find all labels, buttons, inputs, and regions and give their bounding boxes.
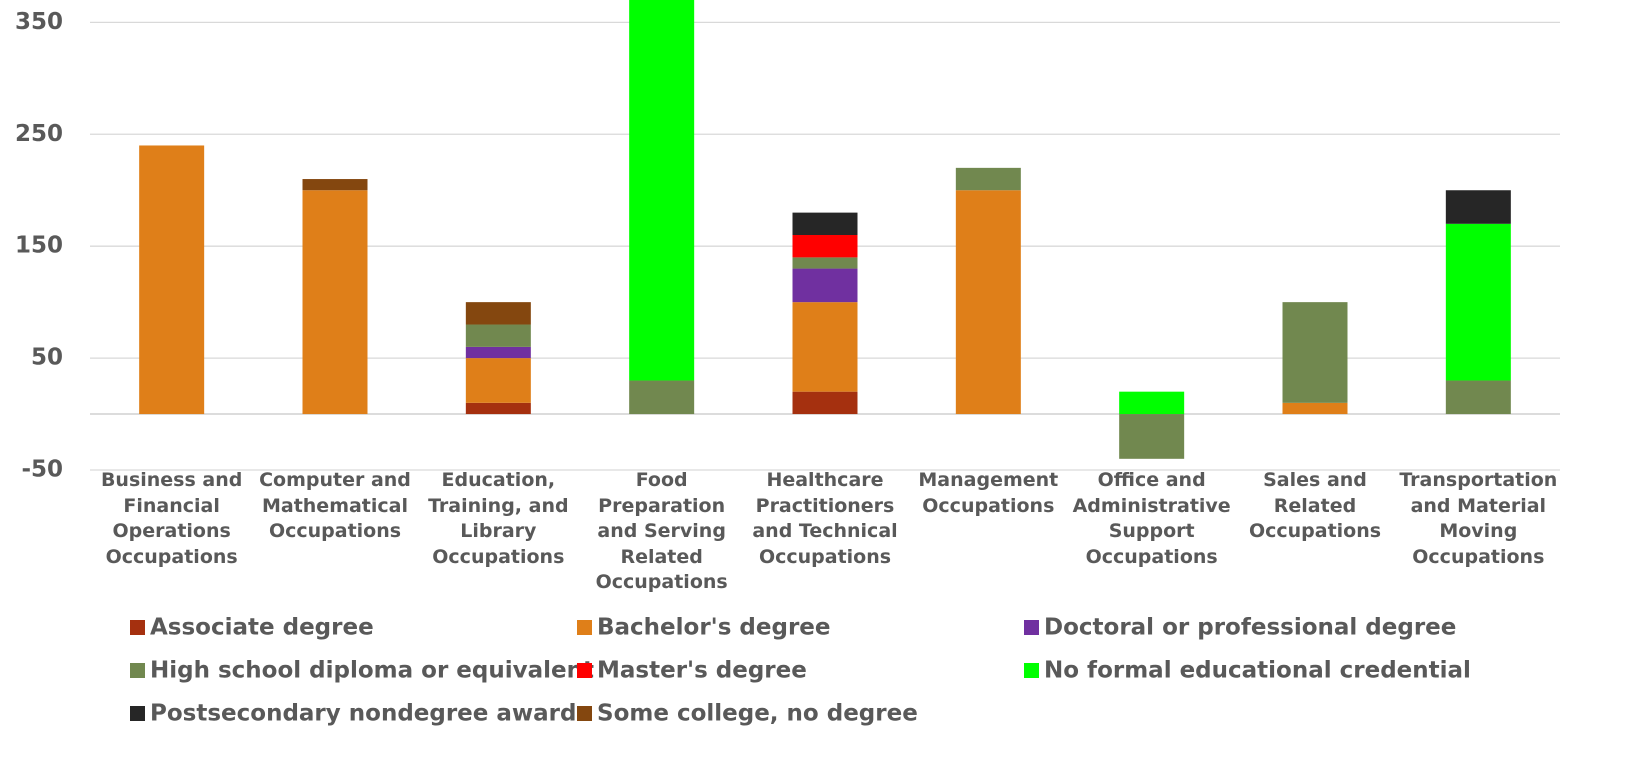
- bar-segment: [1445, 380, 1511, 415]
- bars: [139, 0, 1511, 459]
- x-tick-label: Healthcare Practitioners and Technical O…: [752, 469, 898, 568]
- legend-swatch: [577, 706, 592, 721]
- bar-segment: [629, 0, 695, 381]
- x-tick-label: Food Preparation and Serving Related Occ…: [595, 469, 728, 593]
- x-tick-label: Transportation and Material Moving Occup…: [1399, 469, 1558, 568]
- bar-segment: [139, 145, 205, 415]
- bar-segment: [1282, 302, 1348, 403]
- y-tick-label: 350: [15, 9, 63, 35]
- legend-label: Postsecondary nondegree award: [150, 701, 577, 727]
- bar-segment: [792, 235, 858, 258]
- legend-swatch: [130, 620, 145, 635]
- bar-segment: [1119, 414, 1185, 459]
- legend-swatch: [130, 706, 145, 721]
- x-tick-label: Education, Training, and Library Occupat…: [428, 469, 569, 568]
- bar-segment: [1445, 190, 1511, 224]
- bar-segment: [465, 402, 531, 415]
- bar-segment: [1282, 402, 1348, 415]
- legend-label: Some college, no degree: [597, 701, 918, 727]
- bar-segment: [792, 302, 858, 392]
- y-tick-label: 50: [31, 345, 63, 371]
- legend-swatch: [1024, 620, 1039, 635]
- y-tick-label: -50: [21, 457, 63, 483]
- legend-swatch: [577, 620, 592, 635]
- legend-label: No formal educational credential: [1044, 658, 1471, 684]
- x-tick-label: Management Occupations: [918, 469, 1059, 517]
- legend-label: Bachelor's degree: [597, 615, 831, 641]
- y-tick-label: 150: [15, 233, 63, 259]
- bar-segment: [792, 391, 858, 415]
- bar-segment: [302, 190, 368, 415]
- legend-label: Master's degree: [597, 658, 807, 684]
- bar-segment: [465, 346, 531, 359]
- bar-segment: [302, 179, 368, 191]
- bar-segment: [629, 380, 695, 415]
- bar-segment: [792, 257, 858, 269]
- legend-swatch: [130, 663, 145, 678]
- legend-label: Associate degree: [150, 615, 374, 641]
- x-tick-label: Computer and Mathematical Occupations: [259, 469, 411, 542]
- x-tick-label: Business and Financial Operations Occupa…: [100, 469, 243, 568]
- bar-segment: [465, 302, 531, 325]
- bar-segment: [792, 268, 858, 303]
- bar-segment: [792, 212, 858, 235]
- bar-segment: [955, 167, 1021, 191]
- bar-segment: [465, 324, 531, 347]
- bar-segment: [1119, 391, 1185, 415]
- x-tick-label: Office and Administrative Support Occupa…: [1072, 469, 1231, 568]
- legend-swatch: [577, 663, 592, 678]
- bar-segment: [955, 190, 1021, 415]
- bar-segment: [1445, 223, 1511, 381]
- legend-label: High school diploma or equivalent: [150, 658, 594, 684]
- legend-swatch: [1024, 663, 1039, 678]
- y-tick-label: 250: [15, 121, 63, 147]
- legend-label: Doctoral or professional degree: [1044, 615, 1456, 641]
- bar-segment: [465, 358, 531, 403]
- x-tick-label: Sales and Related Occupations: [1248, 469, 1382, 542]
